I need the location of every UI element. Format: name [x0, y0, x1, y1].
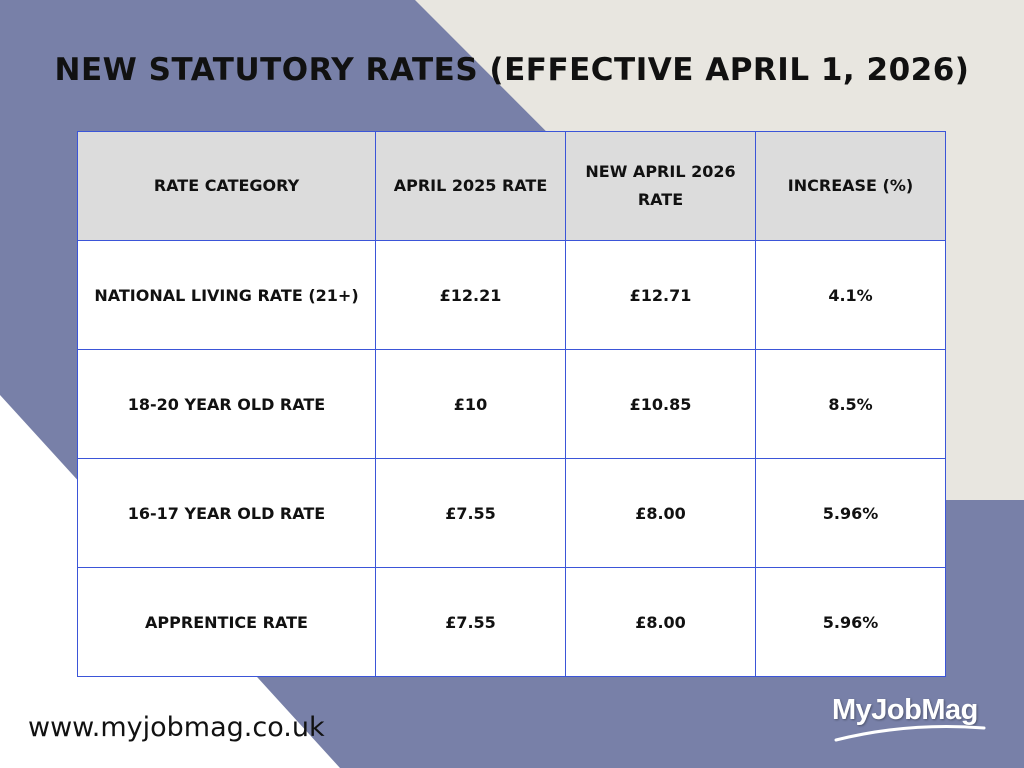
april-2026-rate-cell: £12.71	[565, 240, 756, 350]
increase-cell: 8.5%	[755, 349, 946, 459]
logo-swoosh-icon	[834, 725, 986, 742]
table-row: NATIONAL LIVING RATE (21+) £12.21 £12.71…	[77, 240, 946, 350]
april-2025-rate-cell: £7.55	[375, 458, 566, 568]
logo-wordmark: MyJobMag	[832, 694, 978, 726]
page-title: NEW STATUTORY RATES (EFFECTIVE APRIL 1, …	[54, 52, 970, 88]
column-header-increase: INCREASE (%)	[755, 131, 946, 241]
rates-table: RATE CATEGORY APRIL 2025 RATE NEW APRIL …	[77, 131, 946, 677]
myjobmag-logo: MyJobMag	[828, 694, 988, 746]
april-2026-rate-cell: £8.00	[565, 567, 756, 677]
increase-cell: 4.1%	[755, 240, 946, 350]
rate-category-cell: 18-20 YEAR OLD RATE	[77, 349, 376, 459]
april-2026-rate-cell: £8.00	[565, 458, 756, 568]
table-row: APPRENTICE RATE £7.55 £8.00 5.96%	[77, 567, 946, 677]
april-2025-rate-cell: £7.55	[375, 567, 566, 677]
increase-cell: 5.96%	[755, 458, 946, 568]
column-header-rate-category: RATE CATEGORY	[77, 131, 376, 241]
april-2025-rate-cell: £12.21	[375, 240, 566, 350]
rate-category-cell: 16-17 YEAR OLD RATE	[77, 458, 376, 568]
rate-category-cell: APPRENTICE RATE	[77, 567, 376, 677]
rate-category-cell: NATIONAL LIVING RATE (21+)	[77, 240, 376, 350]
april-2025-rate-cell: £10	[375, 349, 566, 459]
column-header-april-2025-rate: APRIL 2025 RATE	[375, 131, 566, 241]
table-row: 18-20 YEAR OLD RATE £10 £10.85 8.5%	[77, 349, 946, 459]
table-row: 16-17 YEAR OLD RATE £7.55 £8.00 5.96%	[77, 458, 946, 568]
table-header-row: RATE CATEGORY APRIL 2025 RATE NEW APRIL …	[77, 131, 946, 241]
april-2026-rate-cell: £10.85	[565, 349, 756, 459]
website-url: www.myjobmag.co.uk	[28, 712, 325, 743]
increase-cell: 5.96%	[755, 567, 946, 677]
column-header-new-april-2026-rate: NEW APRIL 2026 RATE	[565, 131, 756, 241]
